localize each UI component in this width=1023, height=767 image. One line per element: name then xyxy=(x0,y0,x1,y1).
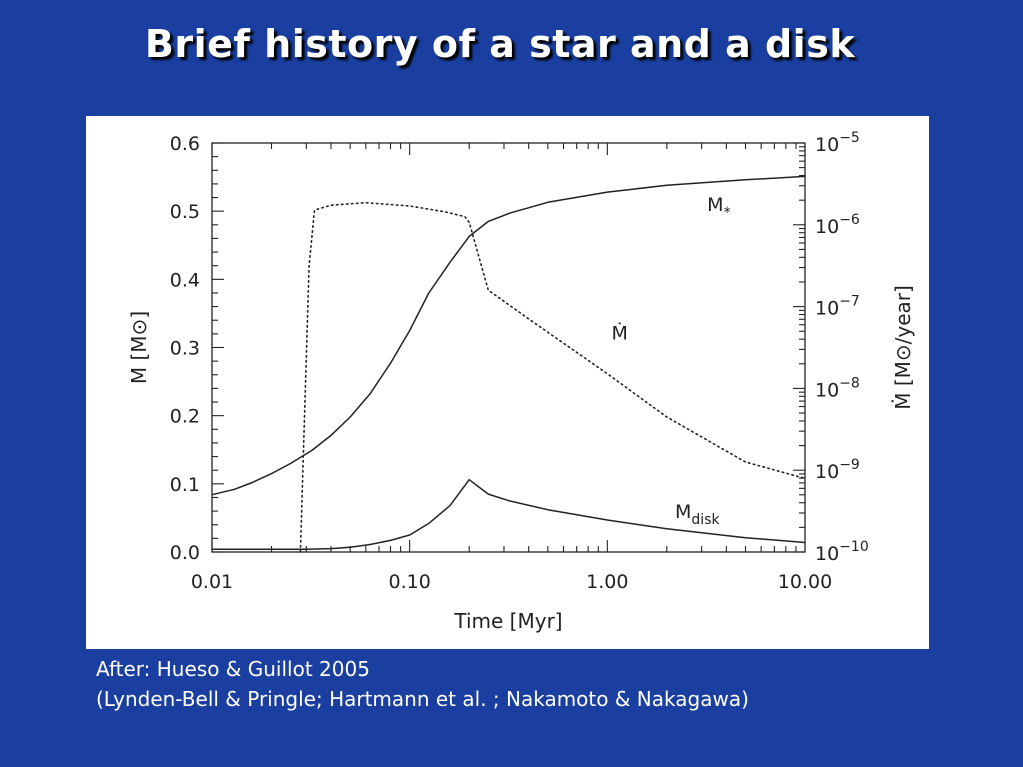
chart-panel: 0.01 0.10 1.00 10.00 0.0 0.1 0.2 0.3 0.4 0.5 0.6 10… xyxy=(86,116,929,649)
y-right-tick-label: 10−8 xyxy=(815,375,860,401)
x-tick-label: 10.00 xyxy=(778,571,832,593)
y-left-tick-label: 0.2 xyxy=(170,406,200,428)
x-tick-label: 0.10 xyxy=(389,571,431,593)
y-left-tick-label: 0.5 xyxy=(170,201,200,223)
y-right-axis-label: Ṁ [M⊙/year] xyxy=(891,285,915,410)
y-left-tick-label: 0.3 xyxy=(170,338,200,360)
caption-line-2: (Lynden-Bell & Pringle; Hartmann et al. … xyxy=(96,687,749,711)
x-tick-label: 1.00 xyxy=(586,571,628,593)
y-left-tick-label: 0.1 xyxy=(170,474,200,496)
series-line-1 xyxy=(212,478,806,551)
y-right-tick-label: 10−5 xyxy=(815,130,860,156)
caption: After: Hueso & Guillot 2005 (Lynden-Bell… xyxy=(96,654,749,714)
chart-svg: 0.01 0.10 1.00 10.00 0.0 0.1 0.2 0.3 0.4 0.5 0.6 10… xyxy=(127,130,915,633)
series-line-0 xyxy=(211,175,806,496)
y-right-tick-label: 10−7 xyxy=(815,294,860,320)
y-right-tick-label: 10−6 xyxy=(815,212,860,238)
y-left-tick-label: 0.6 xyxy=(170,133,200,155)
y-right-tick-label: 10−9 xyxy=(815,457,860,483)
series-label-1: Mdisk xyxy=(675,501,720,528)
series-line-2 xyxy=(299,201,806,553)
slide-title: Brief history of a star and a disk xyxy=(144,22,856,66)
x-axis-label: Time [Myr] xyxy=(453,609,562,633)
y-left-tick-label: 0.4 xyxy=(170,269,200,291)
x-tick-label: 0.01 xyxy=(191,571,233,593)
y-left-tick-label: 0.0 xyxy=(170,542,200,564)
series-label-0: M* xyxy=(707,194,730,221)
y-left-axis-label: M [M⊙] xyxy=(127,311,151,384)
series-label-2: Ṁ xyxy=(612,321,628,344)
caption-line-1: After: Hueso & Guillot 2005 xyxy=(96,657,370,681)
y-right-tick-label: 10−10 xyxy=(815,539,869,565)
